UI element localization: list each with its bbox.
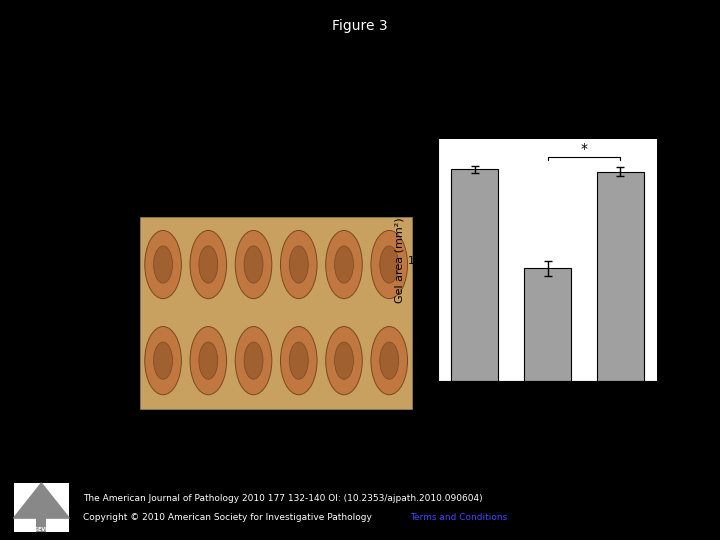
Bar (37, 515, 46, 532)
Ellipse shape (145, 327, 181, 395)
Text: +: + (615, 439, 626, 452)
Text: -: - (218, 156, 222, 166)
Text: NAC: NAC (442, 439, 466, 449)
Ellipse shape (335, 342, 354, 379)
Bar (451, 169, 498, 381)
Bar (140, 217, 412, 409)
Text: +: + (398, 156, 408, 166)
Ellipse shape (190, 327, 227, 395)
Ellipse shape (199, 342, 217, 379)
Text: RV: RV (120, 190, 135, 200)
Ellipse shape (289, 342, 308, 379)
Text: +: + (398, 190, 408, 200)
Text: -: - (545, 439, 550, 452)
Text: +: + (542, 410, 553, 423)
Text: NAC: NAC (120, 156, 143, 166)
Ellipse shape (371, 231, 408, 299)
Ellipse shape (371, 327, 408, 395)
Ellipse shape (153, 246, 173, 283)
Ellipse shape (145, 231, 181, 299)
Text: +: + (357, 190, 366, 200)
Ellipse shape (325, 231, 362, 299)
Text: -: - (171, 190, 175, 200)
Ellipse shape (281, 231, 317, 299)
Text: B: B (426, 117, 439, 136)
Text: A: A (114, 117, 127, 136)
Polygon shape (14, 483, 69, 518)
Ellipse shape (379, 342, 399, 379)
Text: RV: RV (442, 410, 456, 420)
Text: F: F (222, 117, 229, 127)
Y-axis label: Gel area (mm²): Gel area (mm²) (395, 217, 405, 303)
Ellipse shape (244, 246, 263, 283)
Text: Figure 3: Figure 3 (332, 19, 388, 33)
Text: +: + (615, 410, 626, 423)
Text: -: - (360, 156, 364, 166)
Text: -: - (312, 156, 317, 166)
Text: The American Journal of Pathology 2010 177 132-140 OI: (10.2353/ajpath.2010.0906: The American Journal of Pathology 2010 1… (83, 494, 482, 503)
Text: -: - (472, 439, 477, 452)
Ellipse shape (244, 342, 263, 379)
Ellipse shape (235, 231, 272, 299)
Text: -: - (171, 156, 175, 166)
Text: *: * (580, 142, 588, 156)
Text: +: + (263, 156, 272, 166)
Text: FaΔx: FaΔx (325, 117, 351, 127)
Bar (524, 268, 571, 381)
Text: Terms and Conditions: Terms and Conditions (410, 513, 508, 522)
Text: -: - (312, 190, 317, 200)
Text: Copyright © 2010 American Society for Investigative Pathology: Copyright © 2010 American Society for In… (83, 513, 374, 522)
Text: +: + (263, 190, 272, 200)
Ellipse shape (190, 231, 227, 299)
Text: -: - (472, 410, 477, 423)
Ellipse shape (325, 327, 362, 395)
Ellipse shape (235, 327, 272, 395)
Ellipse shape (199, 246, 217, 283)
Ellipse shape (379, 246, 399, 283)
Text: ELSEVIER: ELSEVIER (28, 527, 55, 532)
Ellipse shape (335, 246, 354, 283)
Ellipse shape (281, 327, 317, 395)
Bar (597, 172, 644, 381)
Text: +: + (215, 190, 225, 200)
Ellipse shape (289, 246, 308, 283)
Ellipse shape (153, 342, 173, 379)
